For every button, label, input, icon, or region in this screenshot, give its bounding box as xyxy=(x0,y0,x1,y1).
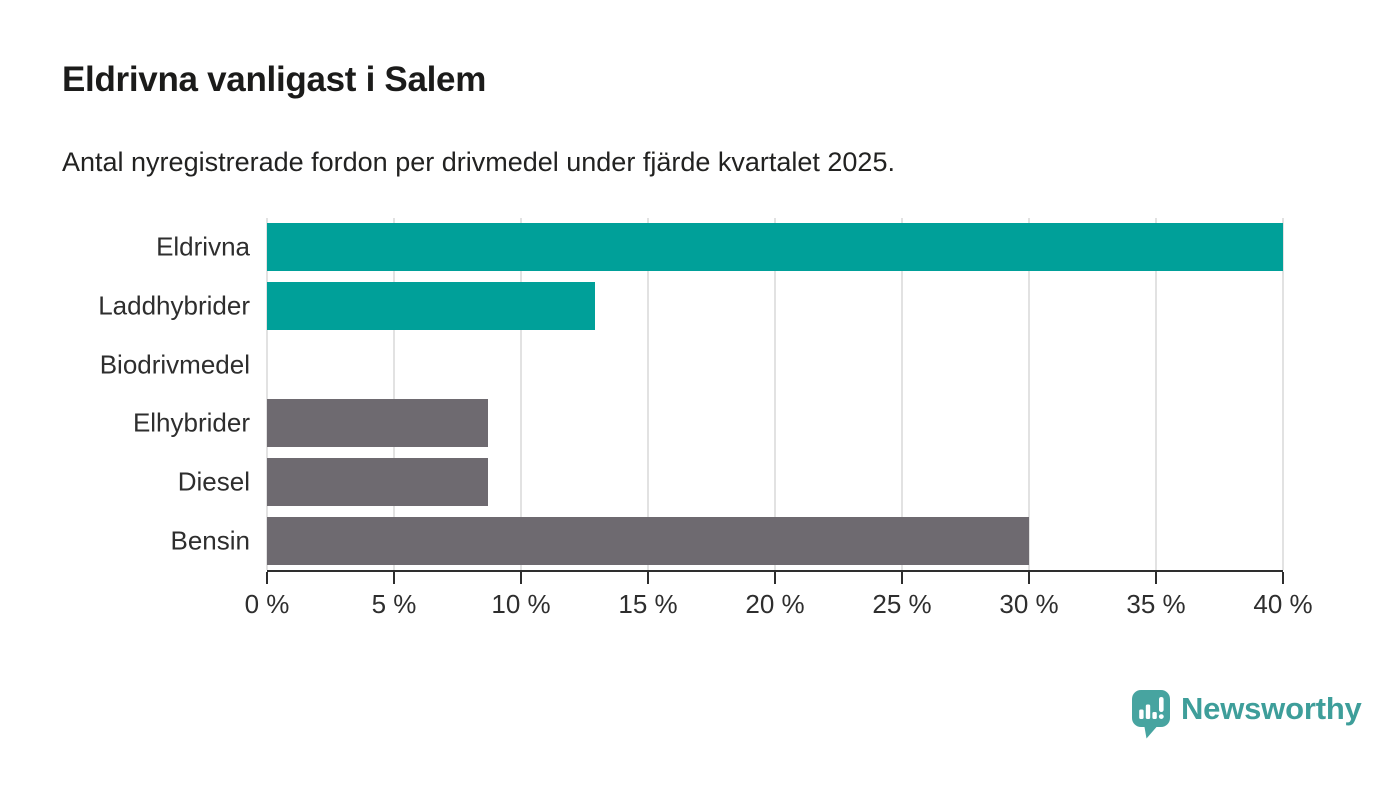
axis-tick xyxy=(774,572,776,584)
axis-tick-label: 5 % xyxy=(371,589,417,619)
brand-name: Newsworthy xyxy=(1181,691,1362,726)
category-label: Diesel xyxy=(177,466,250,497)
plot-area: Eldrivna Laddhybrider Biodrivmedel Elhybrid… xyxy=(98,218,1313,619)
bar xyxy=(267,282,595,330)
axis-tick xyxy=(520,572,522,584)
gridline xyxy=(266,218,268,570)
bar xyxy=(267,516,1029,565)
category-label: Biodrivmedel xyxy=(99,349,250,380)
chart-row: Eldrivna xyxy=(156,218,1283,277)
axis-tick-label: 25 % xyxy=(872,589,932,619)
gridline xyxy=(901,218,903,570)
speech-bubble-shape xyxy=(1132,690,1170,739)
axis-tick-label: 40 % xyxy=(1253,589,1313,619)
chart-title: Eldrivna vanligast i Salem xyxy=(62,60,487,99)
brand-logo: Newsworthy xyxy=(1131,689,1362,740)
bar xyxy=(267,223,1283,272)
axis-tick xyxy=(393,572,395,584)
category-label: Bensin xyxy=(170,525,251,556)
bar-rows-container: Eldrivna Laddhybrider Biodrivmedel Elhybrid… xyxy=(98,218,1283,570)
bar xyxy=(267,458,488,507)
gridline xyxy=(393,218,395,570)
category-label: Laddhybrider xyxy=(98,290,250,321)
axis-tick-label: 10 % xyxy=(491,589,551,619)
gridline xyxy=(520,218,522,570)
gridline xyxy=(1028,218,1030,570)
axis-tick-label: 0 % xyxy=(244,589,290,619)
axis-tick xyxy=(1282,572,1284,584)
category-label: Elhybrider xyxy=(132,407,250,438)
axis-tick-label: 35 % xyxy=(1126,589,1186,619)
chart-subtitle: Antal nyregistrerade fordon per drivmede… xyxy=(62,147,895,177)
chart-row: Diesel xyxy=(178,453,1283,512)
x-axis-line xyxy=(267,570,1283,572)
category-label: Eldrivna xyxy=(156,231,250,262)
axis-tick-label: 15 % xyxy=(618,589,678,619)
gridline xyxy=(1282,218,1284,570)
axis-tick xyxy=(266,572,268,584)
gridline xyxy=(1155,218,1157,570)
chart-row: Laddhybrider xyxy=(98,277,1283,336)
axis-tick xyxy=(1028,572,1030,584)
gridline xyxy=(774,218,776,570)
axis-tick-label: 30 % xyxy=(999,589,1059,619)
axis-tick xyxy=(647,572,649,584)
axis-tick xyxy=(901,572,903,584)
bar xyxy=(267,399,488,448)
axis-tick-label: 20 % xyxy=(745,589,805,619)
chart-row: Bensin xyxy=(171,511,1283,570)
newsworthy-badge-icon xyxy=(1132,690,1170,739)
mini-bar-chart-glyph xyxy=(1139,697,1164,719)
chart-row: Elhybrider xyxy=(133,394,1283,453)
chart-row: Biodrivmedel xyxy=(100,335,1283,394)
axis-tick xyxy=(1155,572,1157,584)
gridline xyxy=(647,218,649,570)
